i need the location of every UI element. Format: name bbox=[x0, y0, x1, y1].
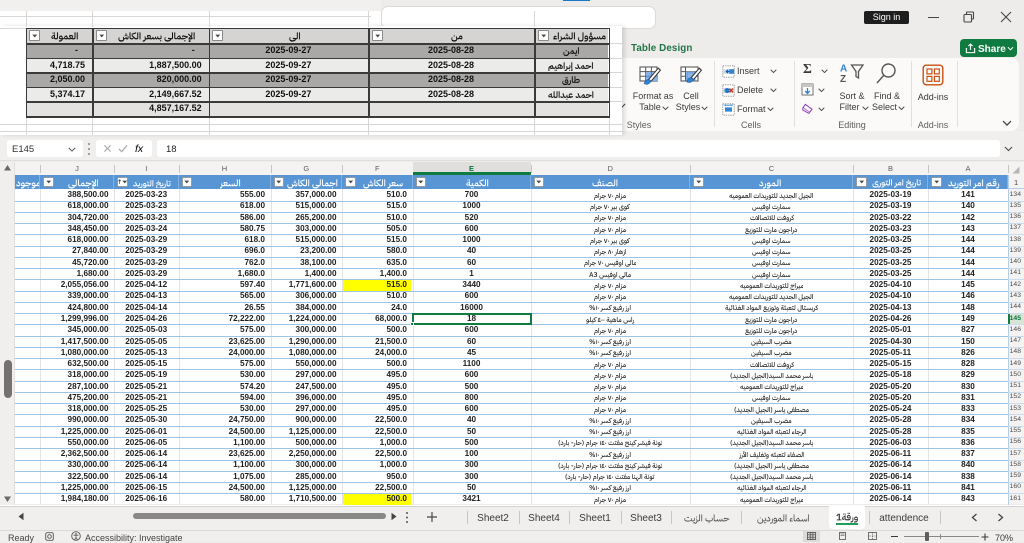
svg-text:Z: Z bbox=[840, 74, 846, 85]
svg-text:A: A bbox=[840, 64, 847, 75]
